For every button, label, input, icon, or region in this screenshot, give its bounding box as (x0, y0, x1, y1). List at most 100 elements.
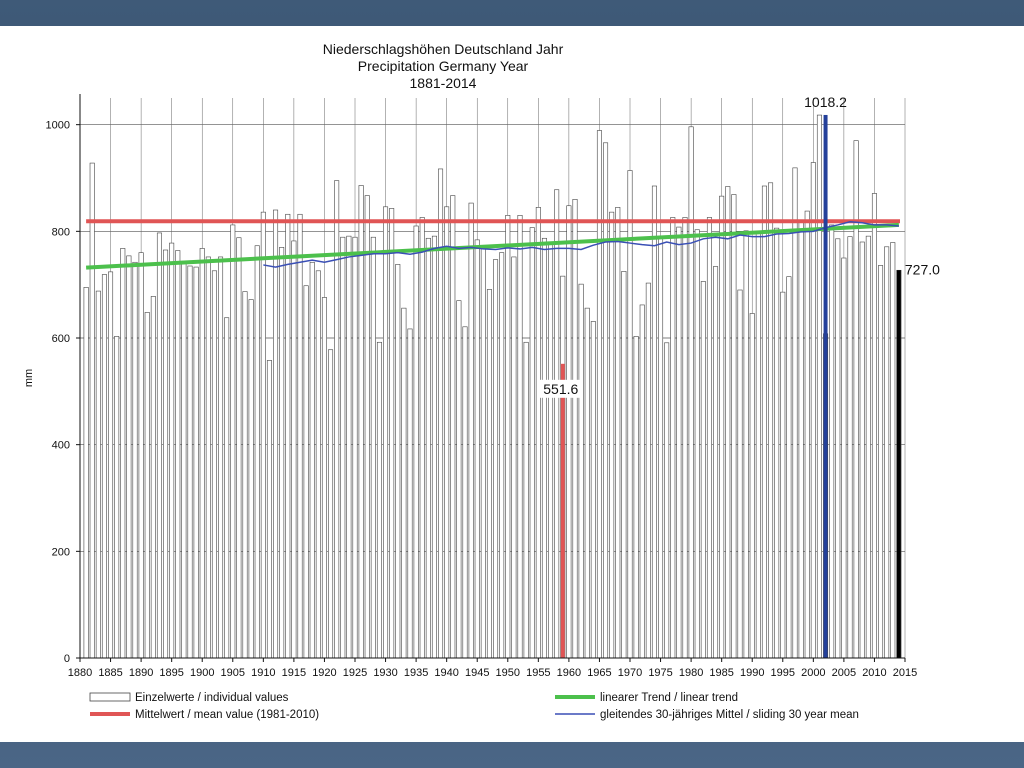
x-tick-label: 1960 (557, 667, 581, 679)
bar (114, 336, 120, 659)
bar (156, 232, 162, 659)
bar (150, 296, 156, 659)
bar (566, 205, 572, 659)
bar (578, 283, 584, 659)
bar (224, 317, 230, 659)
bar (645, 282, 651, 659)
x-tick-label: 1890 (129, 667, 153, 679)
x-tick-label: 1950 (496, 667, 520, 679)
axes: 0 200 400 600 800 1000 1880 1885 1890 1895 1900 190… (46, 94, 917, 679)
bar (456, 300, 462, 659)
legend-label: gleitendes 30-jähriges Mittel / sliding … (600, 709, 859, 721)
bar (847, 236, 853, 659)
bar (144, 312, 150, 659)
bar (535, 207, 541, 659)
bar (584, 307, 590, 659)
bar (309, 261, 315, 659)
bar (761, 185, 767, 659)
bar (444, 206, 450, 659)
x-tick-label: 1935 (404, 667, 428, 679)
bar (346, 235, 352, 659)
bar (853, 140, 859, 659)
bar (370, 236, 376, 659)
bar (865, 235, 871, 659)
chart-title-line: Niederschlagshöhen Deutschland Jahr (323, 41, 564, 57)
bar (890, 242, 896, 659)
bar (138, 252, 144, 659)
bar (108, 271, 114, 659)
bar (554, 189, 560, 659)
x-tick-label: 1940 (434, 667, 458, 679)
bar (211, 270, 217, 659)
legend-label: Einzelwerte / individual values (135, 692, 289, 704)
highlight-bar (823, 114, 828, 658)
bar (590, 321, 596, 659)
bar (700, 281, 706, 659)
bar (438, 168, 444, 659)
bar (163, 249, 169, 659)
bar (364, 195, 370, 659)
bar (615, 207, 621, 659)
bar (725, 186, 731, 659)
bar (731, 194, 737, 659)
bar (792, 167, 798, 659)
bar (774, 227, 780, 659)
bar (596, 130, 602, 659)
bar (450, 195, 456, 659)
bar (285, 213, 291, 659)
highlight-bar (560, 363, 565, 658)
bar (609, 211, 615, 659)
bar (101, 274, 107, 659)
x-tick-label: 1900 (190, 667, 214, 679)
bar (651, 185, 657, 659)
bar (682, 217, 688, 659)
bar (218, 256, 224, 659)
bar (383, 206, 389, 659)
annotation-label: 727.0 (905, 261, 940, 277)
bar (273, 209, 279, 659)
bar (706, 217, 712, 659)
bar (713, 266, 719, 659)
bar (810, 162, 816, 659)
bar (884, 246, 890, 659)
bar (303, 285, 309, 659)
sliding-mean-line (263, 220, 899, 268)
bar (755, 231, 761, 659)
bar (279, 247, 285, 659)
bar (297, 213, 303, 659)
bar (248, 299, 254, 659)
y-tick-label: 1000 (46, 120, 70, 132)
bar (670, 217, 676, 659)
bar (358, 185, 364, 659)
x-tick-label: 1990 (740, 667, 764, 679)
trend-line (86, 222, 899, 270)
bar (419, 217, 425, 659)
bar (572, 199, 578, 659)
x-tick-label: 1930 (373, 667, 397, 679)
annotation-label: 551.6 (543, 381, 578, 397)
bar (737, 289, 743, 659)
x-tick-label: 1920 (312, 667, 336, 679)
bar (462, 326, 468, 659)
x-tick-label: 1975 (648, 667, 672, 679)
bar (199, 248, 205, 659)
bar (499, 252, 505, 659)
chart-title-line: 1881-2014 (410, 75, 477, 91)
y-axis-label: mm (23, 369, 35, 387)
bar (230, 224, 236, 659)
bar (236, 237, 242, 659)
bar (749, 313, 755, 659)
bar (841, 257, 847, 659)
bar (181, 260, 187, 659)
bar (389, 208, 395, 659)
legend-label: Mittelwert / mean value (1981-2010) (135, 709, 319, 721)
legend-swatch (89, 692, 131, 702)
bar (187, 265, 193, 659)
bar (835, 238, 841, 659)
bar (816, 114, 822, 659)
bar (260, 211, 266, 659)
bar (242, 291, 248, 659)
bar (804, 210, 810, 659)
bar (743, 230, 749, 659)
bar (291, 240, 297, 659)
